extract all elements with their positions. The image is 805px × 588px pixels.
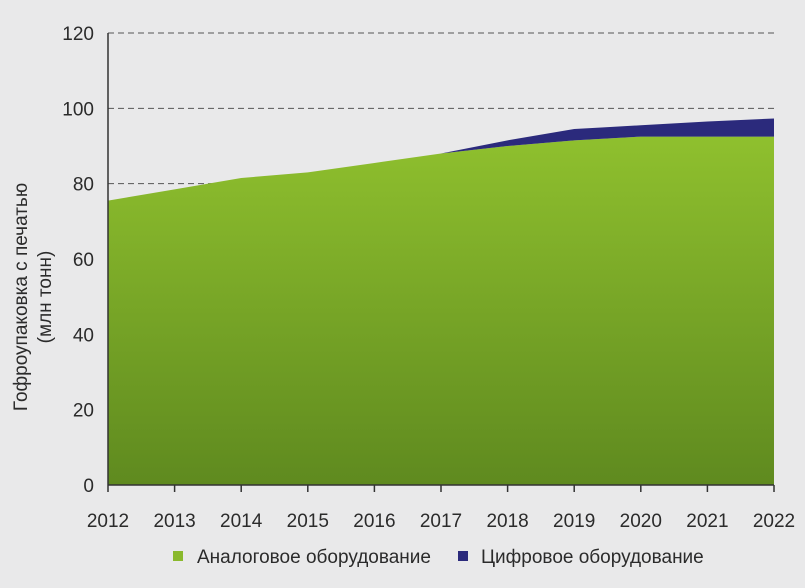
legend-label-digital: Цифровое оборудование (481, 547, 704, 568)
area-series-digital (108, 118, 774, 201)
y-tick-label-60: 60 (73, 250, 94, 271)
y-tick-label-0: 0 (83, 476, 94, 497)
x-tick-label-2013: 2013 (153, 511, 195, 532)
axes (107, 33, 775, 492)
x-tick-label-2019: 2019 (553, 511, 595, 532)
y-tick-label-20: 20 (73, 401, 94, 422)
x-tick-label-2014: 2014 (220, 511, 263, 532)
y-tick-label-80: 80 (73, 175, 94, 196)
y-axis-label-line2: (млн тонн) (35, 251, 56, 344)
legend-swatch-analog (173, 551, 183, 561)
x-tick-label-2022: 2022 (753, 511, 795, 532)
x-tick-label-2016: 2016 (353, 511, 395, 532)
plot-areas (108, 118, 774, 486)
x-tick-labels: 2012 2013 2014 2015 2016 2017 2018 2019 2020 2021… (87, 511, 795, 532)
y-tick-labels: 0 20 40 60 80 100 120 (62, 24, 94, 497)
x-tick-label-2012: 2012 (87, 511, 129, 532)
y-tick-label-120: 120 (62, 24, 94, 45)
legend: Аналоговое оборудование Цифровое оборудо… (173, 547, 704, 568)
x-tick-label-2021: 2021 (686, 511, 728, 532)
x-tick-label-2017: 2017 (420, 511, 462, 532)
x-tick-label-2015: 2015 (287, 511, 329, 532)
y-axis-label-line1: Гофроупаковка с печатью (11, 183, 32, 411)
y-tick-label-100: 100 (62, 99, 94, 120)
legend-swatch-digital (458, 551, 468, 561)
y-tick-label-40: 40 (73, 325, 94, 346)
legend-label-analog: Аналоговое оборудование (197, 547, 431, 568)
area-series-analog (108, 136, 774, 486)
x-tick-label-2020: 2020 (620, 511, 662, 532)
x-tick-label-2018: 2018 (486, 511, 528, 532)
